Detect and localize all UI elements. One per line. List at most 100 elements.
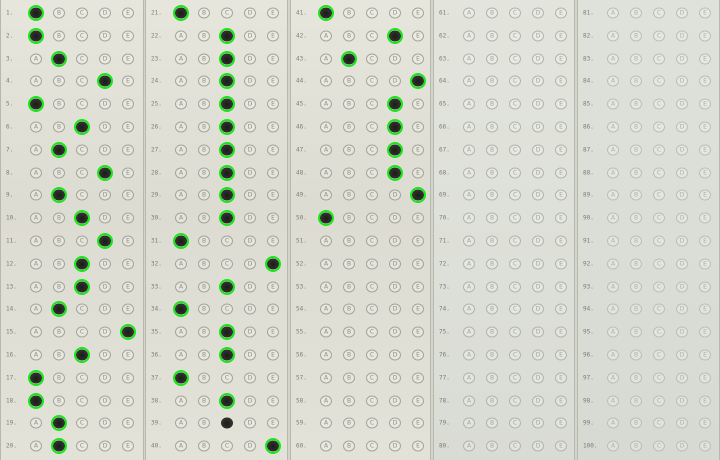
answer-bubble: A	[463, 190, 475, 201]
answer-bubble: A	[30, 53, 42, 64]
answer-bubble: D	[389, 213, 401, 224]
answer-bubble: C	[366, 304, 378, 315]
answer-bubble: D	[532, 304, 544, 315]
answer-bubble: D	[99, 441, 111, 452]
answer-bubble: A	[30, 281, 42, 292]
question-number: 65.	[439, 101, 450, 108]
answer-bubble: A	[175, 76, 187, 87]
answer-bubble: A	[607, 144, 619, 155]
answer-bubble: B	[198, 190, 210, 201]
question-number: 99.	[583, 420, 594, 427]
answer-bubble: A	[463, 76, 475, 87]
answer-column-1: 1.ABCDE2.ABCDE3.ABCDE4.ABCDE5.ABCDE6.ABC…	[0, 0, 144, 460]
question-number: 23.	[151, 55, 162, 62]
answer-bubble: A	[320, 258, 332, 269]
answer-bubble: B	[53, 122, 65, 133]
question-number: 17.	[6, 374, 17, 381]
answer-bubble: A	[463, 8, 475, 19]
answer-bubble: B	[343, 190, 355, 201]
filled-bubble: C	[76, 122, 88, 133]
answer-bubble: E	[699, 236, 711, 247]
answer-bubble: D	[676, 53, 688, 64]
answer-bubble: B	[198, 8, 210, 19]
answer-bubble: D	[532, 372, 544, 383]
answer-bubble: A	[607, 281, 619, 292]
answer-bubble: B	[343, 395, 355, 406]
question-number: 48.	[296, 169, 307, 176]
answer-bubble: B	[198, 122, 210, 133]
filled-bubble: C	[221, 281, 233, 292]
answer-bubble: A	[463, 350, 475, 361]
answer-bubble: A	[175, 350, 187, 361]
answer-bubble: B	[630, 327, 642, 338]
answer-bubble: B	[53, 258, 65, 269]
answer-bubble: D	[389, 76, 401, 87]
answer-bubble: E	[555, 122, 567, 133]
answer-bubble: E	[699, 441, 711, 452]
answer-bubble: B	[53, 167, 65, 178]
filled-bubble: C	[221, 167, 233, 178]
answer-bubble: D	[99, 122, 111, 133]
question-number: 44.	[296, 78, 307, 85]
answer-bubble: C	[366, 190, 378, 201]
answer-bubble: B	[53, 327, 65, 338]
answer-bubble: E	[555, 441, 567, 452]
answer-bubble: B	[630, 167, 642, 178]
answer-bubble: D	[99, 327, 111, 338]
answer-bubble: A	[320, 53, 332, 64]
answer-bubble: C	[653, 236, 665, 247]
answer-bubble: B	[198, 213, 210, 224]
question-number: 93.	[583, 283, 594, 290]
filled-bubble: E	[412, 76, 424, 87]
filled-bubble: C	[76, 281, 88, 292]
answer-bubble: E	[122, 395, 134, 406]
answer-bubble: A	[607, 258, 619, 269]
question-number: 55.	[296, 329, 307, 336]
answer-bubble: B	[198, 76, 210, 87]
question-number: 42.	[296, 32, 307, 39]
answer-bubble: E	[412, 167, 424, 178]
answer-bubble: B	[343, 213, 355, 224]
answer-bubble: E	[267, 304, 279, 315]
answer-bubble: E	[122, 441, 134, 452]
answer-bubble: E	[412, 350, 424, 361]
filled-bubble: B	[53, 304, 65, 315]
answer-bubble: A	[320, 122, 332, 133]
answer-bubble: C	[653, 350, 665, 361]
answer-bubble: A	[175, 258, 187, 269]
answer-bubble: E	[122, 144, 134, 155]
answer-bubble: E	[122, 76, 134, 87]
answer-bubble: C	[76, 236, 88, 247]
answer-bubble: D	[532, 258, 544, 269]
answer-bubble: A	[607, 8, 619, 19]
answer-bubble: D	[244, 30, 256, 41]
filled-bubble: C	[221, 350, 233, 361]
filled-bubble: E	[412, 190, 424, 201]
filled-bubble: E	[267, 258, 279, 269]
answer-bubble: C	[653, 327, 665, 338]
answer-bubble: B	[343, 281, 355, 292]
answer-bubble: E	[267, 372, 279, 383]
answer-bubble: D	[389, 418, 401, 429]
filled-bubble: B	[53, 441, 65, 452]
filled-bubble: A	[175, 236, 187, 247]
filled-bubble: C	[221, 213, 233, 224]
question-number: 57.	[296, 374, 307, 381]
answer-bubble: E	[555, 53, 567, 64]
answer-bubble: A	[607, 167, 619, 178]
answer-bubble: B	[343, 304, 355, 315]
answer-bubble: C	[221, 258, 233, 269]
question-number: 58.	[296, 397, 307, 404]
question-number: 26.	[151, 124, 162, 131]
question-number: 90.	[583, 215, 594, 222]
answer-bubble: D	[99, 53, 111, 64]
filled-bubble: D	[389, 144, 401, 155]
answer-bubble: B	[630, 144, 642, 155]
answer-bubble: E	[412, 304, 424, 315]
answer-bubble: C	[653, 190, 665, 201]
question-number: 76.	[439, 352, 450, 359]
filled-bubble: C	[221, 122, 233, 133]
answer-bubble: E	[555, 350, 567, 361]
answer-bubble: A	[320, 418, 332, 429]
answer-bubble: B	[343, 236, 355, 247]
